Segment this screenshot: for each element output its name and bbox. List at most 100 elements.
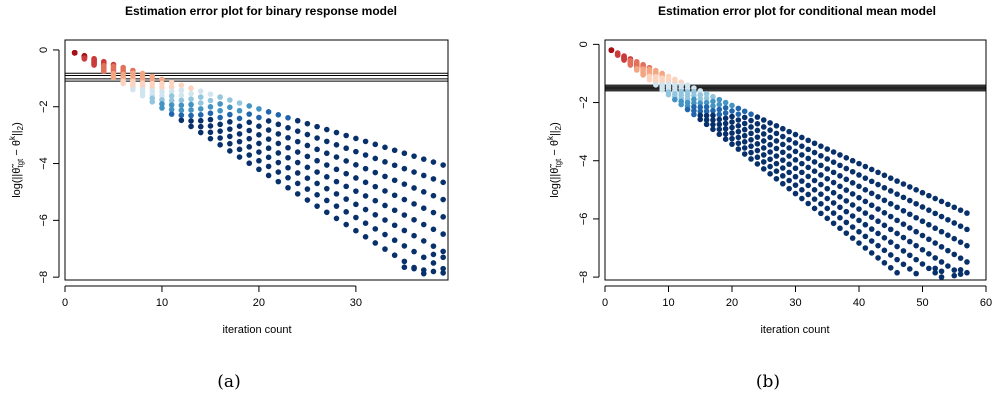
panel-b-point: [856, 206, 862, 212]
panel-a-point: [265, 136, 272, 142]
panel-b-point: [875, 206, 881, 212]
panel-b-point: [621, 57, 627, 63]
panel-a-point: [159, 105, 165, 111]
panel-b-point: [792, 140, 799, 146]
panel-b-point: [868, 166, 875, 173]
panel-a-point: [333, 203, 340, 209]
panel-a-point: [227, 126, 233, 132]
panel-b-point: [926, 221, 932, 228]
panel-a-point: [159, 92, 165, 99]
panel-b-y-tick-label: −6: [578, 213, 590, 226]
panel-b-title: Estimation error plot for conditional me…: [658, 4, 936, 18]
panel-a-point: [440, 214, 446, 220]
panel-b-point: [849, 224, 856, 230]
panel-a-point: [430, 176, 437, 182]
panel-b-point: [710, 112, 716, 119]
panel-b-point: [843, 230, 850, 236]
panel-a-point: [81, 56, 88, 62]
panel-b-y-label-theta: θ: [549, 140, 561, 146]
panel-b-point: [964, 259, 970, 265]
panel-b-point: [856, 172, 862, 178]
panel-b-point: [945, 263, 951, 269]
panel-b-point: [786, 161, 792, 168]
panel-a-binary-response: Estimation error plot for binary respons…: [8, 4, 449, 392]
panel-b-point: [760, 131, 767, 137]
panel-b-point: [741, 151, 748, 157]
panel-a-point: [294, 149, 301, 155]
panel-a-point: [314, 203, 320, 209]
panel-a-point: [382, 173, 388, 180]
panel-b-point: [862, 175, 869, 181]
panel-b-point: [614, 52, 621, 58]
panel-a-point: [372, 211, 379, 218]
panel-b-point: [951, 204, 958, 211]
panel-b-point: [913, 187, 919, 193]
panel-b-point: [945, 216, 951, 223]
panel-b-point: [748, 149, 754, 156]
panel-a-point: [420, 172, 427, 179]
panel-b-y-label-theta-tilde: θ̃: [549, 164, 561, 174]
panel-a-point: [188, 112, 194, 119]
panel-b-point: [767, 149, 773, 155]
panel-b-point: [710, 126, 716, 133]
panel-b-point: [811, 205, 818, 212]
panel-b-point: [824, 166, 831, 172]
panel-a-point: [100, 68, 107, 74]
panel-a-point: [440, 162, 446, 168]
panel-b-point: [875, 181, 881, 188]
panel-b-point: [811, 187, 818, 193]
panel-b-point: [856, 160, 862, 167]
panel-a-point: [236, 107, 243, 114]
panel-a-point: [382, 217, 388, 223]
panel-b-point: [716, 106, 723, 113]
panel-b-point: [786, 177, 792, 184]
panel-a-point: [188, 96, 194, 102]
panel-a-point: [430, 192, 437, 199]
panel-b-point: [640, 72, 646, 78]
panel-a-point: [430, 243, 437, 249]
panel-a-y-label-two: 2: [16, 125, 25, 130]
panel-a-point: [246, 127, 253, 134]
panel-a-point: [197, 94, 204, 100]
panel-a-point: [227, 148, 233, 154]
panel-b-point: [792, 190, 799, 197]
panel-b-point: [799, 134, 805, 141]
panel-b-point: [805, 191, 811, 198]
panel-b-point: [887, 226, 894, 233]
panel-a-point: [304, 164, 311, 171]
panel-a-reference-lines: [65, 72, 448, 82]
panel-a-point: [217, 107, 223, 114]
panel-a-x-axis: 0 10 20 30: [62, 285, 362, 309]
panel-a-point: [178, 107, 185, 114]
panel-a-point: [71, 49, 78, 56]
panel-b-point: [907, 225, 913, 231]
panel-a-point: [285, 134, 291, 141]
panel-a-point: [256, 140, 262, 147]
panel-b-point: [862, 221, 869, 228]
panel-b-point: [824, 185, 831, 192]
panel-a-point: [411, 185, 417, 191]
panel-a-point: [440, 248, 446, 255]
panel-b-point: [646, 77, 653, 83]
panel-b-point: [760, 166, 767, 172]
panel-a-point: [323, 150, 330, 157]
panel-b-point: [710, 98, 716, 105]
panel-b-point: [957, 255, 964, 261]
panel-b-point: [703, 108, 710, 115]
panel-b-point: [818, 162, 824, 169]
panel-b-point: [957, 223, 964, 229]
panel-b-x-axis: 0 10 20 30 40 50 60: [602, 285, 992, 309]
panel-b-point: [811, 168, 818, 174]
panel-a-point: [391, 162, 398, 169]
panel-a-point: [362, 138, 369, 145]
panel-b-point: [881, 260, 888, 266]
panel-b-point: [868, 250, 875, 256]
panel-b-point: [741, 126, 748, 133]
panel-b-point: [938, 268, 945, 275]
panel-b-point: [926, 236, 932, 243]
panel-b-point: [716, 101, 723, 108]
panel-b-point: [957, 267, 964, 273]
panel-b-point: [913, 200, 919, 207]
panel-b-point: [780, 165, 786, 171]
panel-b-point: [672, 96, 678, 103]
